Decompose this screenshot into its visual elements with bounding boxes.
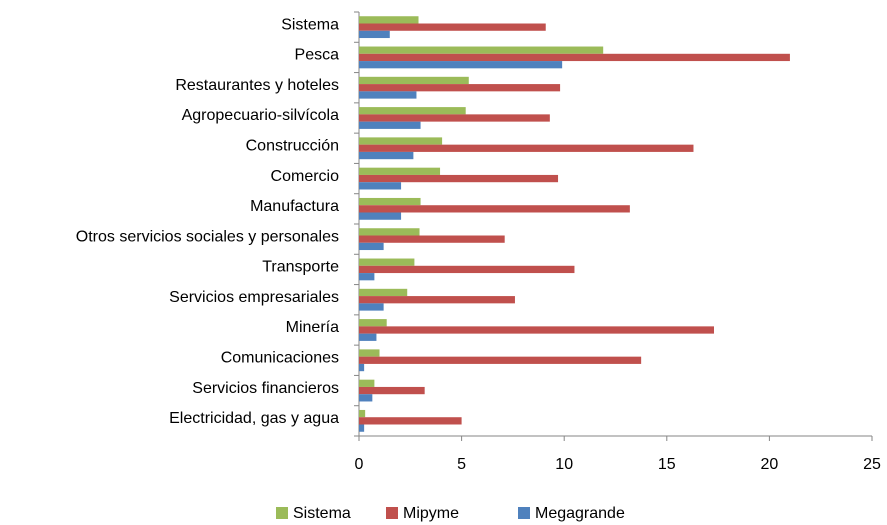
bar [359, 258, 415, 266]
bar [359, 167, 441, 175]
bar [359, 107, 466, 115]
x-tick-label: 10 [555, 456, 573, 473]
bar [359, 409, 366, 418]
y-tick-label: Restaurantes y hoteles [175, 77, 339, 94]
bar [359, 424, 365, 432]
bar [359, 114, 550, 122]
bar [359, 46, 604, 54]
bar [359, 417, 462, 425]
bar [359, 379, 375, 387]
bar [359, 319, 387, 327]
x-tick-label: 20 [761, 456, 779, 473]
bar [359, 84, 561, 92]
bar [359, 197, 421, 206]
x-tick-label: 5 [457, 456, 466, 473]
legend-swatch [518, 507, 530, 519]
bar [359, 205, 630, 213]
legend-item: Sistema [276, 505, 351, 522]
bar [359, 53, 790, 62]
bar [359, 121, 421, 129]
y-tick-label: Servicios financieros [192, 380, 339, 397]
bar [359, 137, 443, 145]
legend-item: Mipyme [386, 505, 459, 522]
bar [359, 16, 419, 24]
bar [359, 288, 408, 297]
legend-swatch [276, 507, 288, 519]
bar [359, 61, 563, 69]
bar [359, 23, 546, 31]
y-tick-label: Construcción [246, 138, 339, 155]
y-tick-label: Minería [286, 319, 339, 336]
bar [359, 174, 559, 183]
y-tick-label: Transporte [262, 259, 339, 276]
bar [359, 228, 420, 236]
y-tick-label: Otros servicios sociales y personales [76, 228, 339, 245]
y-tick-label: Comercio [271, 168, 340, 185]
y-tick-label: Sistema [281, 16, 339, 33]
y-tick-label: Comunicaciones [221, 350, 339, 367]
bar [359, 235, 505, 243]
x-tick-label: 15 [658, 456, 676, 473]
bar [359, 91, 417, 99]
bar [359, 265, 575, 274]
bar [359, 182, 402, 190]
y-tick-label: Manufactura [250, 198, 339, 215]
bar [359, 30, 390, 39]
bar [359, 242, 384, 251]
bar [359, 326, 714, 334]
y-tick-label: Servicios empresariales [169, 289, 339, 306]
bar [359, 212, 402, 220]
bar [359, 144, 694, 152]
y-tick-label: Electricidad, gas y agua [169, 410, 339, 427]
bar [359, 386, 425, 395]
x-tick-label: 0 [355, 456, 364, 473]
legend-label: Megagrande [535, 505, 625, 522]
legend-label: Mipyme [403, 505, 459, 522]
bar [359, 76, 469, 85]
bar [359, 394, 373, 402]
bar [359, 363, 365, 372]
legend-label: Sistema [293, 505, 351, 522]
y-tick-label: Pesca [295, 47, 340, 64]
bar [359, 151, 414, 160]
bar [359, 296, 515, 304]
bar [359, 356, 642, 364]
bar [359, 333, 377, 341]
x-tick-label: 25 [863, 456, 881, 473]
y-tick-label: Agropecuario-silvícola [182, 107, 340, 124]
legend-item: Megagrande [518, 505, 625, 522]
bar [359, 349, 380, 357]
bar [359, 273, 375, 281]
bar [359, 303, 384, 311]
legend-swatch [386, 507, 398, 519]
